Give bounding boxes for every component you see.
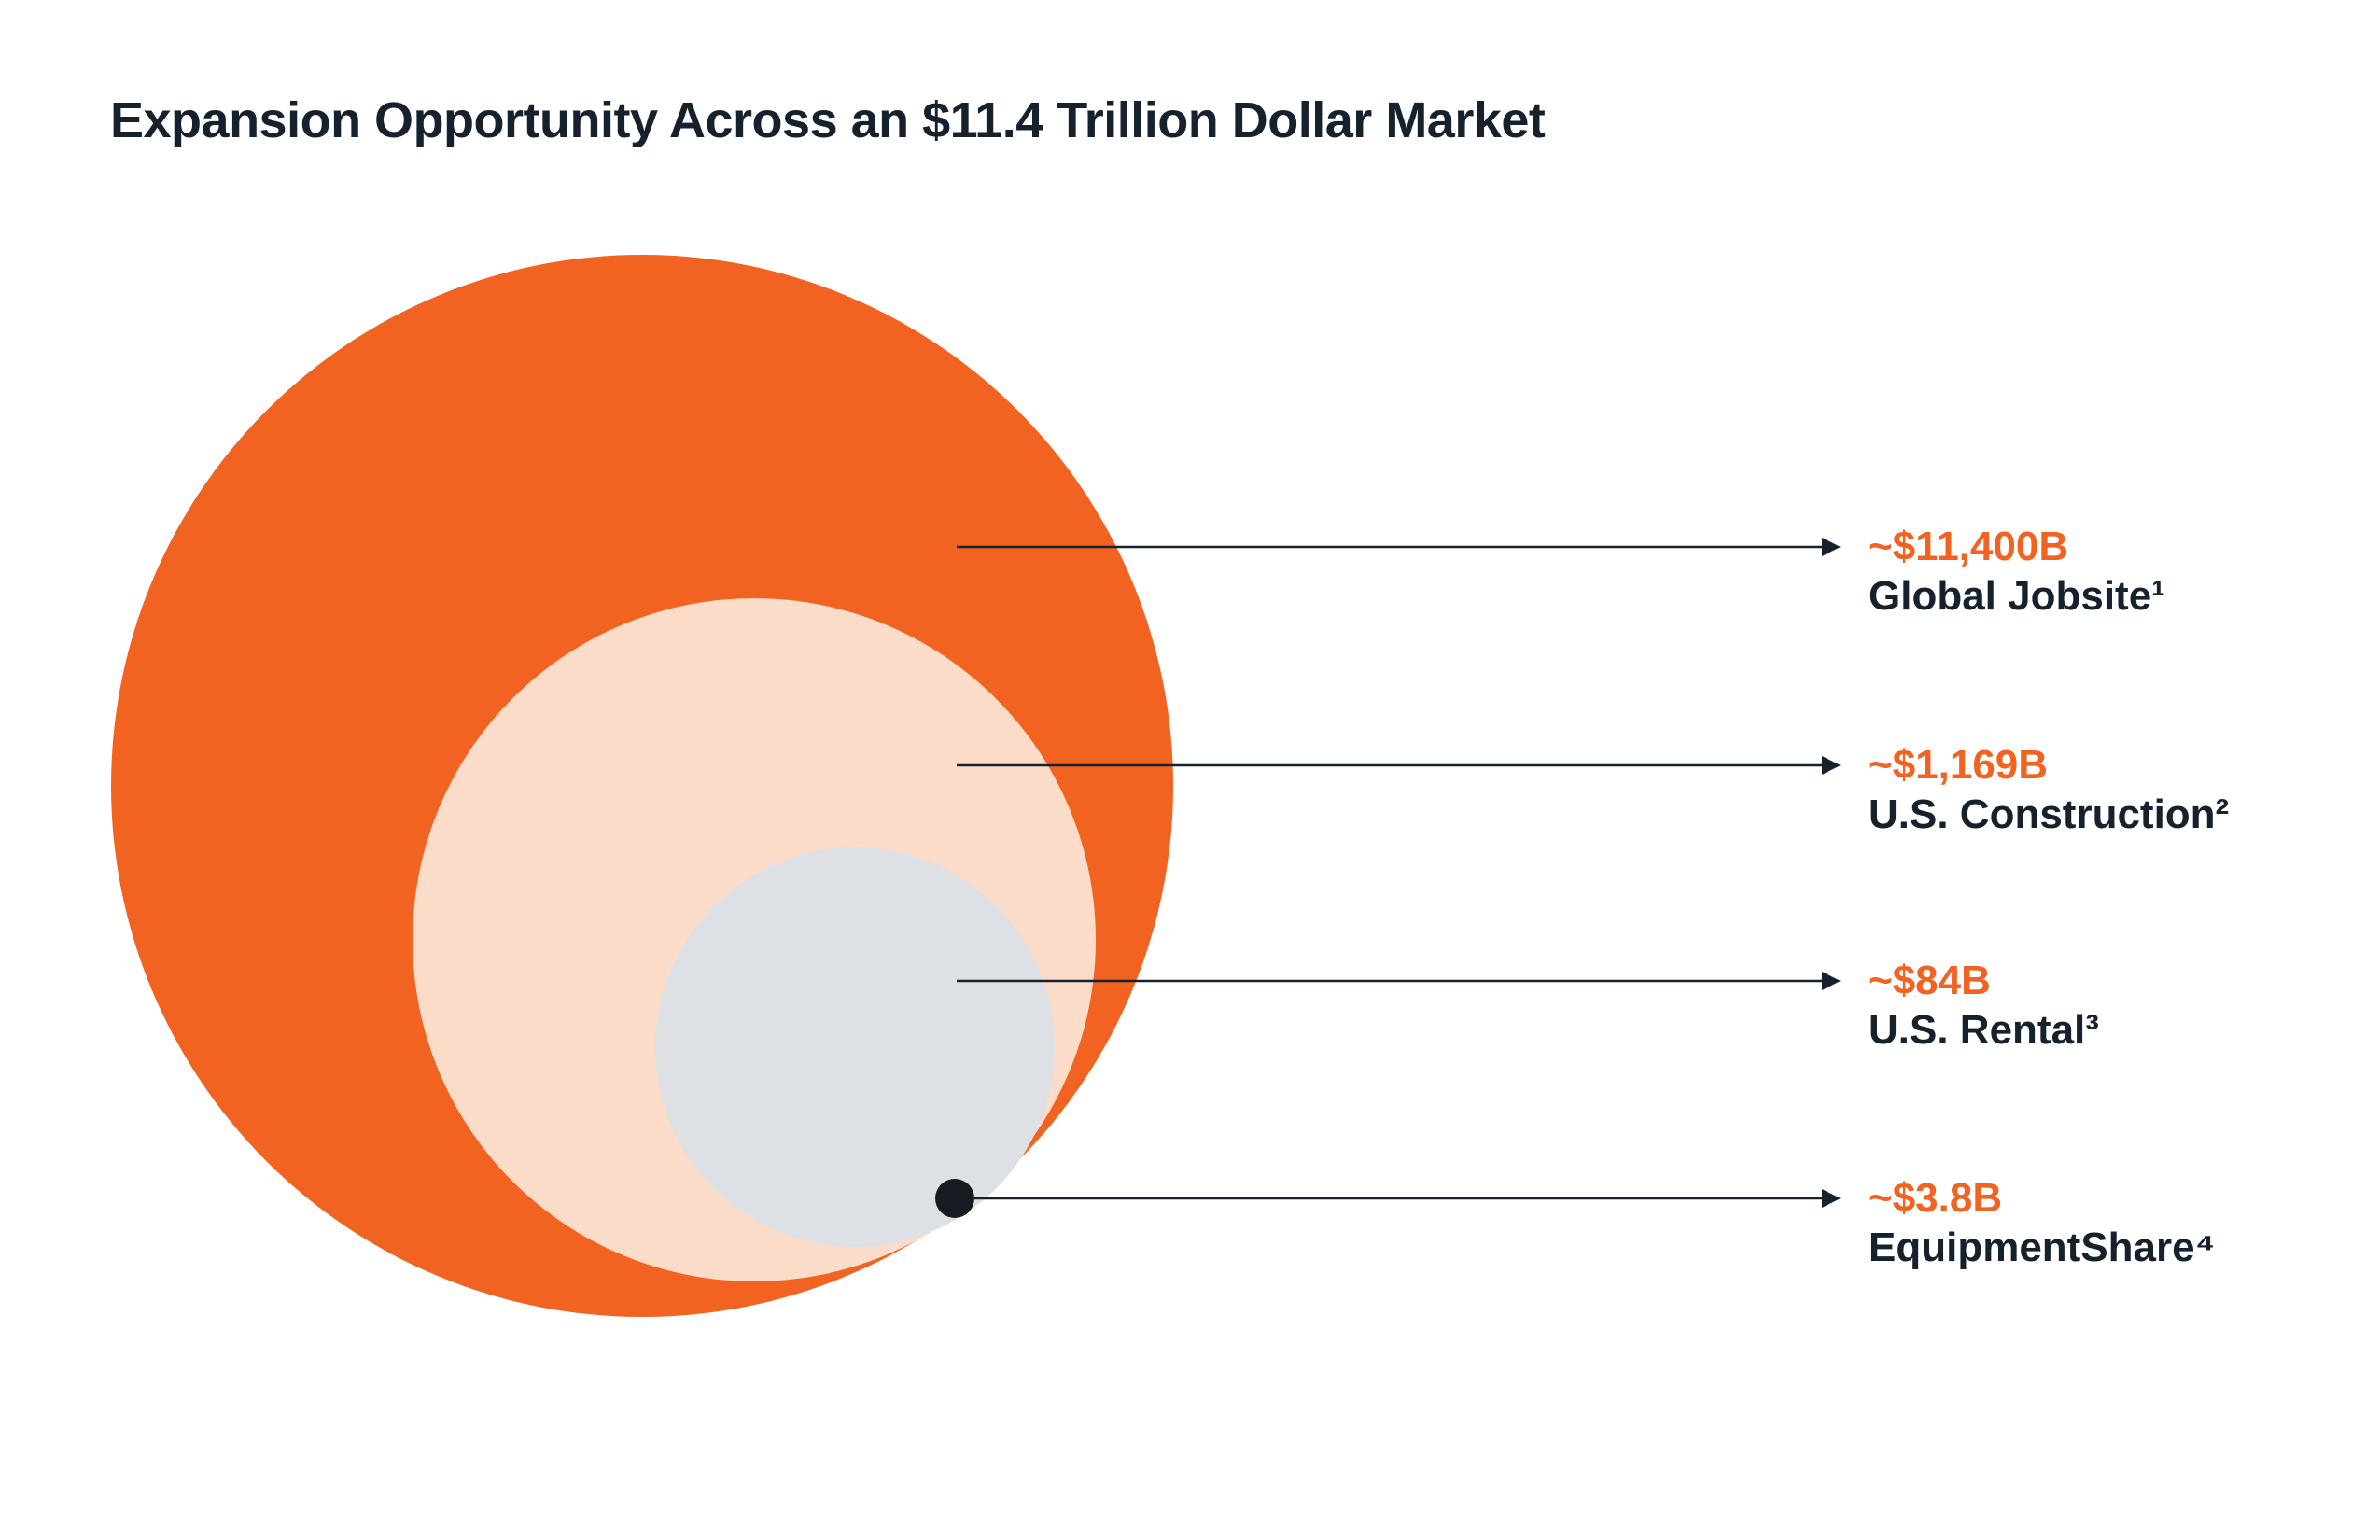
annotation-value: ~$3.8B	[1869, 1175, 2003, 1221]
annotation-label: EquipmentShare⁴	[1869, 1225, 2216, 1270]
chart-title: Expansion Opportunity Across an $11.4 Tr…	[110, 92, 1546, 148]
annotation-label: U.S. Construction²	[1869, 791, 2230, 837]
annotation-label: U.S. Rental³	[1869, 1007, 2099, 1053]
annotation-value: ~$84B	[1869, 958, 1991, 1003]
annotation-label: Global Jobsite¹	[1869, 573, 2165, 619]
annotation-value: ~$11,400B	[1869, 524, 2069, 569]
annotation-equipmentshare: ~$3.8B EquipmentShare⁴	[1869, 1174, 2373, 1273]
circle-us-rental	[655, 847, 1055, 1247]
annotation-value: ~$1,169B	[1869, 742, 2049, 788]
annotation-us-construction: ~$1,169B U.S. Construction²	[1869, 741, 2373, 840]
annotation-us-rental: ~$84B U.S. Rental³	[1869, 957, 2373, 1056]
annotation-global-jobsite: ~$11,400B Global Jobsite¹	[1869, 523, 2373, 622]
circle-equipmentshare-dot	[935, 1179, 974, 1218]
